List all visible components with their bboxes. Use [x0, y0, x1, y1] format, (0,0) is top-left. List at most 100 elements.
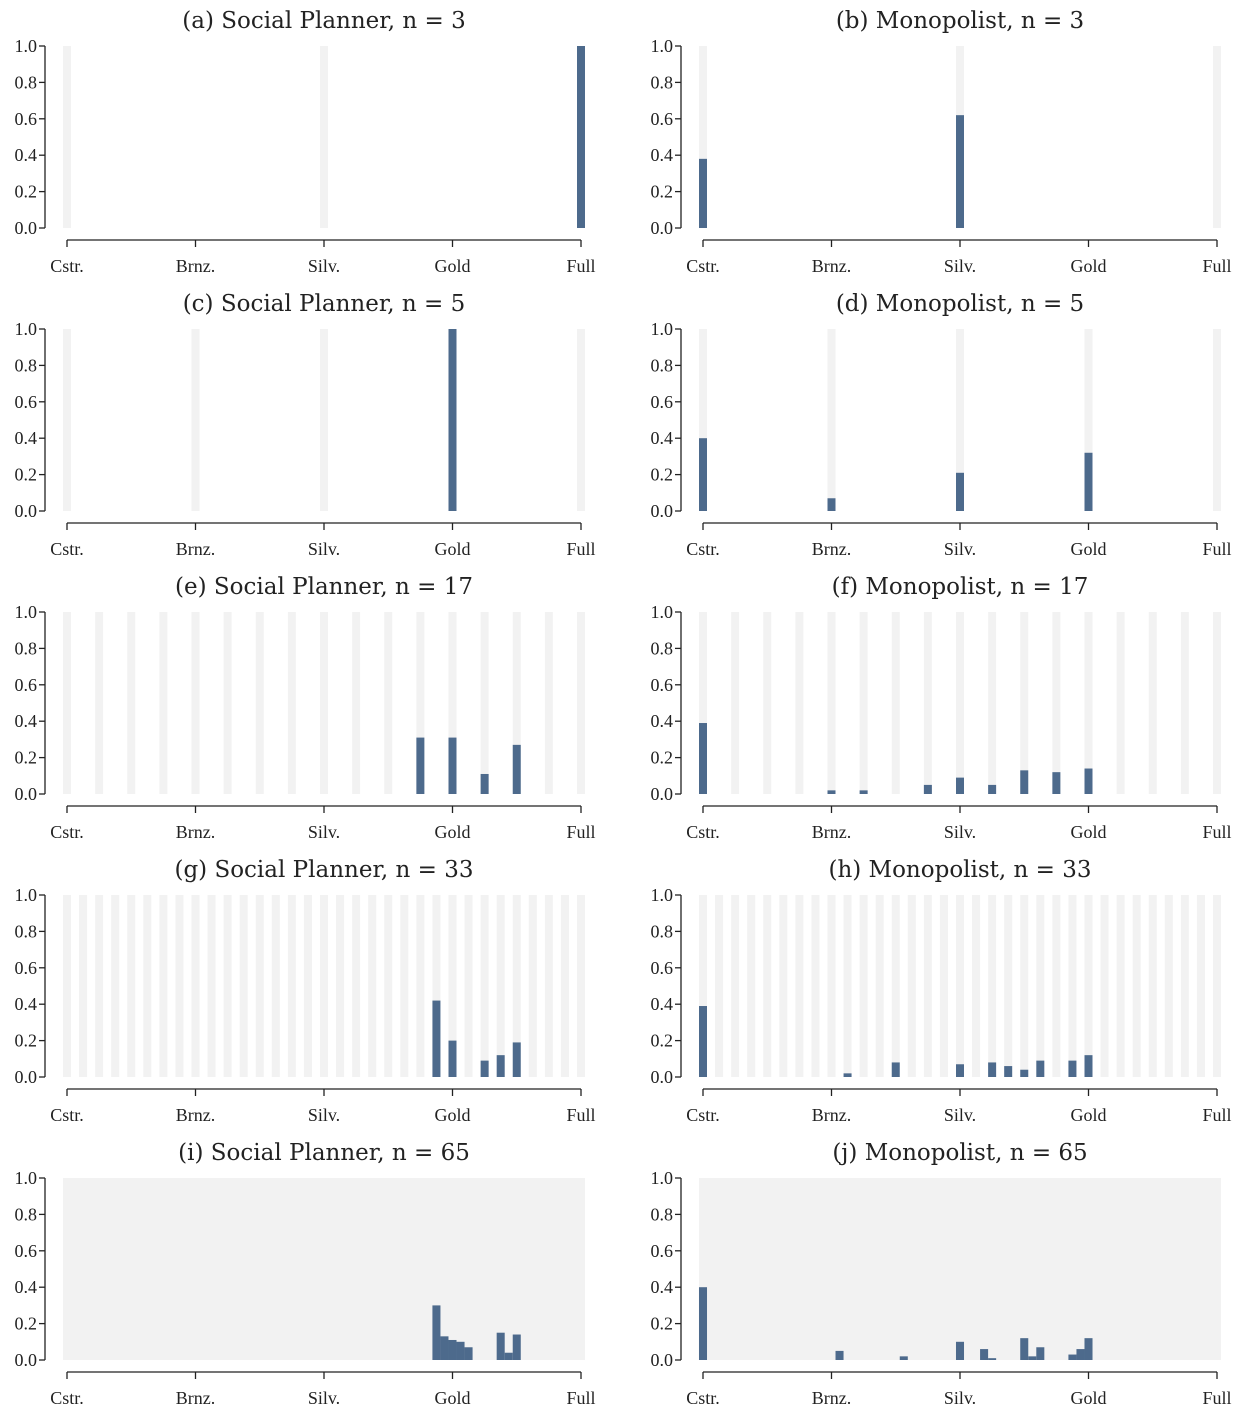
x-tick-label: Full	[566, 1388, 595, 1408]
x-tick-label: Gold	[1071, 1105, 1107, 1125]
grid-stripe	[956, 329, 964, 511]
bar	[464, 1347, 473, 1360]
y-tick-label: 0.4	[15, 994, 38, 1014]
grid-stripe	[1213, 612, 1221, 794]
x-tick-label: Cstr.	[686, 822, 720, 842]
bar	[1028, 1356, 1037, 1360]
grid-stripe	[384, 895, 393, 1077]
grid-stripe	[512, 612, 521, 794]
grid-stripe	[159, 895, 168, 1077]
y-tick-label: 0.0	[651, 784, 674, 804]
chart-panel: (a) Social Planner, n = 3 0.0 0.2 0.4 0.6 0.8…	[15, 8, 596, 276]
grid-stripe	[127, 612, 136, 794]
y-tick-label: 0.0	[15, 1067, 38, 1087]
grid-stripe	[1004, 895, 1013, 1077]
y-tick-label: 0.4	[15, 1277, 38, 1297]
grid-stripe	[956, 612, 964, 794]
grid-stripe	[159, 612, 168, 794]
grid-stripe	[95, 895, 104, 1077]
grid-stripe	[464, 895, 473, 1077]
y-tick-label: 1.0	[15, 885, 38, 905]
grid-stripe	[223, 612, 232, 794]
bar	[698, 1287, 708, 1360]
grid-stripe	[63, 329, 71, 511]
grid-stripe	[448, 612, 457, 794]
y-tick-label: 0.6	[651, 109, 674, 129]
bar	[1084, 452, 1093, 511]
bar	[512, 1334, 521, 1360]
y-tick-label: 0.0	[15, 501, 38, 521]
grid-stripe	[95, 612, 104, 794]
y-tick-label: 0.0	[651, 501, 674, 521]
grid-stripe	[699, 329, 707, 511]
y-tick-label: 0.4	[651, 994, 674, 1014]
grid-stripe	[496, 895, 505, 1077]
y-tick-label: 0.0	[15, 784, 38, 804]
y-tick-label: 0.4	[651, 145, 674, 165]
bar	[843, 1073, 852, 1077]
y-tick-label: 0.2	[15, 182, 38, 202]
chart-title: (e) Social Planner, n = 17	[175, 574, 473, 600]
y-tick-label: 0.6	[15, 1241, 38, 1261]
y-tick-label: 0.2	[651, 465, 674, 485]
plot-background	[698, 1178, 1222, 1360]
grid-stripe	[271, 895, 280, 1077]
y-tick-label: 1.0	[651, 36, 674, 56]
x-tick-label: Gold	[1071, 1388, 1107, 1408]
grid-stripe	[779, 895, 788, 1077]
bar	[480, 1060, 489, 1077]
grid-stripe	[699, 612, 707, 794]
grid-stripe	[891, 612, 900, 794]
bar	[699, 1006, 707, 1077]
bar	[1020, 1069, 1029, 1077]
grid-stripe	[1052, 895, 1061, 1077]
y-tick-label: 0.4	[15, 145, 38, 165]
bar	[448, 1040, 457, 1077]
bar	[859, 790, 868, 794]
bar	[699, 158, 707, 228]
chart-title: (g) Social Planner, n = 33	[174, 857, 473, 883]
x-tick-label: Full	[1202, 256, 1231, 276]
y-tick-label: 0.4	[651, 1277, 674, 1297]
chart-title: (i) Social Planner, n = 65	[178, 1140, 470, 1166]
grid-stripe	[747, 895, 756, 1077]
x-tick-label: Full	[566, 1105, 595, 1125]
y-tick-label: 0.8	[15, 72, 38, 92]
chart-title: (a) Social Planner, n = 3	[182, 8, 465, 34]
grid-stripe	[303, 895, 312, 1077]
grid-stripe	[544, 612, 553, 794]
y-tick-label: 0.8	[15, 355, 38, 375]
x-tick-label: Full	[1202, 1105, 1231, 1125]
y-tick-label: 0.2	[651, 1031, 674, 1051]
x-tick-label: Silv.	[308, 256, 340, 276]
grid-stripe	[1180, 895, 1189, 1077]
bar	[827, 498, 836, 511]
chart-title: (c) Social Planner, n = 5	[183, 291, 466, 317]
bar	[1068, 1354, 1077, 1360]
grid-stripe	[1036, 895, 1045, 1077]
grid-stripe	[795, 612, 804, 794]
grid-stripe	[207, 895, 216, 1077]
grid-stripe	[432, 895, 441, 1077]
grid-stripe	[1132, 895, 1141, 1077]
y-tick-label: 0.8	[15, 921, 38, 941]
bar	[512, 744, 521, 794]
bar	[956, 115, 964, 228]
x-tick-label: Gold	[1071, 256, 1107, 276]
grid-stripe	[1084, 612, 1093, 794]
bar	[432, 1305, 441, 1360]
grid-stripe	[731, 612, 740, 794]
y-tick-label: 0.8	[15, 638, 38, 658]
x-tick-label: Silv.	[308, 822, 340, 842]
y-tick-label: 0.8	[651, 921, 674, 941]
x-tick-label: Silv.	[944, 1388, 976, 1408]
chart-title: (j) Monopolist, n = 65	[832, 1140, 1087, 1166]
grid-stripe	[907, 895, 916, 1077]
bar	[988, 1062, 997, 1077]
grid-stripe	[859, 895, 868, 1077]
x-tick-label: Full	[1202, 822, 1231, 842]
chart-panel: (c) Social Planner, n = 5 0.0 0.2 0.4 0.6 0.8…	[15, 291, 596, 559]
y-tick-label: 1.0	[15, 1168, 38, 1188]
grid-stripe	[255, 612, 264, 794]
grid-stripe	[223, 895, 232, 1077]
